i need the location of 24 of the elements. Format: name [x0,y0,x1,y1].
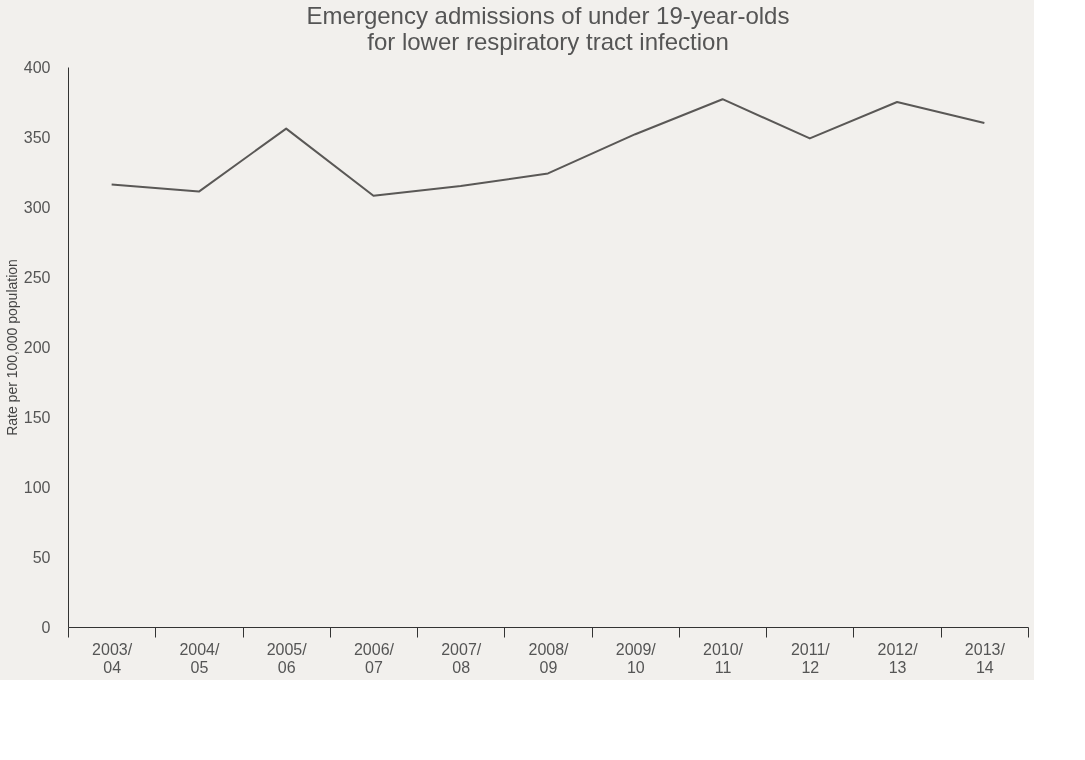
x-tick-label: 2011/12 [790,640,831,676]
y-tick-label: 350 [23,128,51,146]
y-tick-label: 0 [41,618,51,636]
line-series [110,98,986,197]
y-axis-title: Rate per 100,000 population [3,259,20,436]
y-tick-label: 150 [23,408,51,426]
x-tick-label: 2009/10 [615,640,657,676]
y-tick-label: 200 [23,338,51,356]
x-tick-label: 2004/05 [179,640,220,676]
x-tick-label: 2006/07 [353,640,395,676]
y-tick-label: 100 [23,478,51,496]
y-tick-label: 250 [23,268,51,286]
x-tick-label: 2008/09 [528,640,570,676]
x-tick-label: 2013/14 [964,640,1006,676]
x-tick-label: 2012/13 [877,640,919,676]
y-tick-label: 400 [23,58,51,76]
x-tick-label: 2010/11 [703,640,744,676]
x-tick-label: 2003/04 [92,640,133,676]
y-tick-label: 300 [23,198,51,216]
text: Emergency admissions of under 19-year-olds [306,2,790,29]
y-tick-label: 50 [32,548,51,566]
x-tick-label: 2007/08 [441,640,482,676]
x-tick-label: 2005/06 [266,640,308,676]
text: for lower respiratory tract infection [367,28,729,55]
